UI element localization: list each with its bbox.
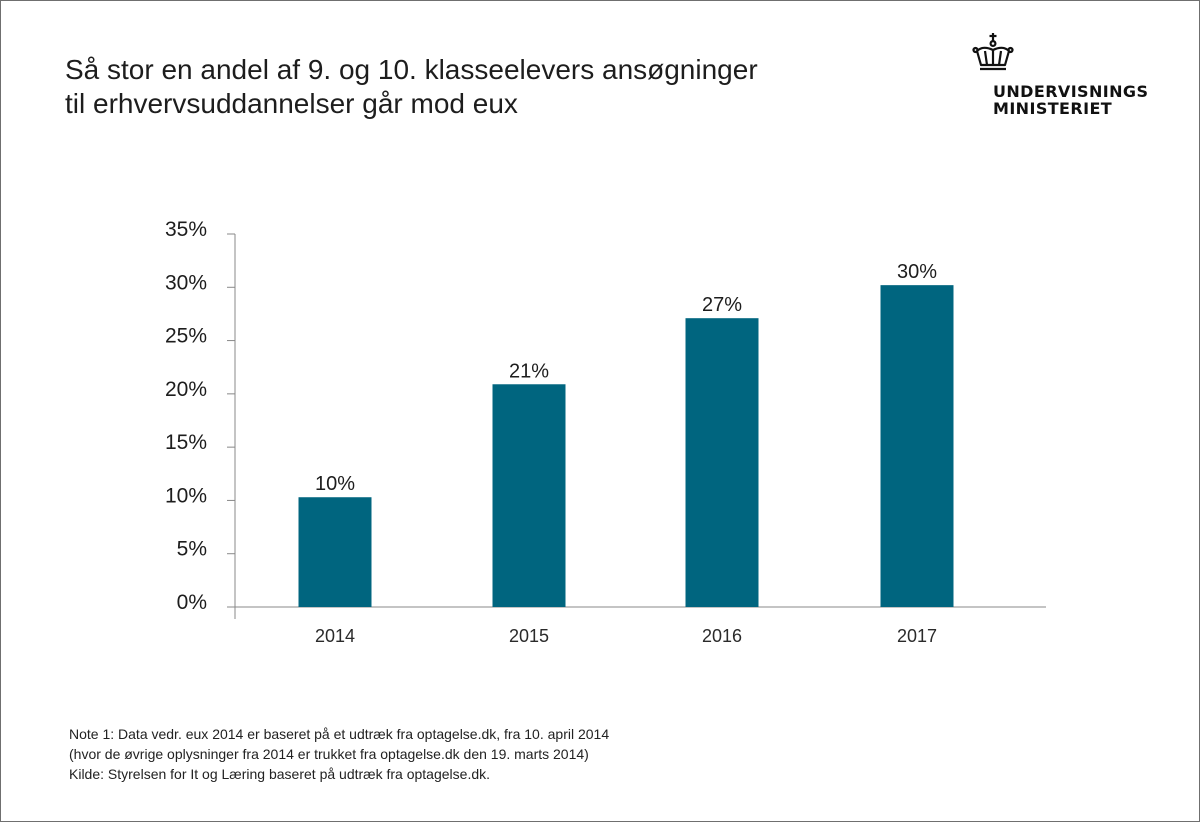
x-tick-label: 2016 bbox=[702, 626, 742, 646]
data-label: 10% bbox=[315, 473, 355, 495]
note-line-1: Note 1: Data vedr. eux 2014 er baseret p… bbox=[69, 726, 610, 742]
x-tick-label: 2014 bbox=[315, 626, 355, 646]
crown-icon bbox=[972, 33, 1014, 71]
ministry-logo: UNDERVISNINGS MINISTERIET bbox=[971, 31, 1171, 121]
y-tick-label: 20% bbox=[165, 378, 207, 401]
bar bbox=[298, 497, 372, 607]
y-tick-label: 5% bbox=[177, 538, 207, 561]
data-label: 27% bbox=[702, 294, 742, 316]
bar bbox=[685, 318, 759, 607]
y-tick-label: 30% bbox=[165, 271, 207, 294]
y-tick-label: 0% bbox=[177, 591, 207, 614]
bar-chart: 0% 5% 10% 15% 20% 25% 30% 35% 10% 2014 21% 2015 27% 2… bbox=[165, 218, 1046, 646]
y-tick-label: 35% bbox=[165, 218, 207, 241]
x-tick-label: 2015 bbox=[509, 626, 549, 646]
logo-line-2: MINISTERIET bbox=[993, 99, 1113, 118]
y-tick-label: 10% bbox=[165, 484, 207, 507]
bar bbox=[880, 285, 954, 607]
bar bbox=[492, 384, 566, 607]
chart-title-line-1: Så stor en andel af 9. og 10. klasseelev… bbox=[65, 54, 758, 85]
note-line-2: (hvor de øvrige oplysninger fra 2014 er … bbox=[69, 746, 589, 762]
chart-title: Så stor en andel af 9. og 10. klasseelev… bbox=[65, 53, 825, 121]
y-tick-label: 15% bbox=[165, 431, 207, 454]
y-tick-label: 25% bbox=[165, 325, 207, 348]
chart-title-line-2: til erhvervsuddannelser går mod eux bbox=[65, 88, 518, 119]
data-label: 21% bbox=[509, 360, 549, 382]
x-tick-label: 2017 bbox=[897, 626, 937, 646]
data-label: 30% bbox=[897, 261, 937, 283]
chart-notes: Note 1: Data vedr. eux 2014 er baseret p… bbox=[69, 724, 609, 784]
logo-wordmark: UNDERVISNINGS MINISTERIET bbox=[993, 83, 1148, 117]
logo-line-1: UNDERVISNINGS bbox=[993, 82, 1149, 101]
source-line: Kilde: Styrelsen for It og Læring basere… bbox=[69, 766, 491, 782]
